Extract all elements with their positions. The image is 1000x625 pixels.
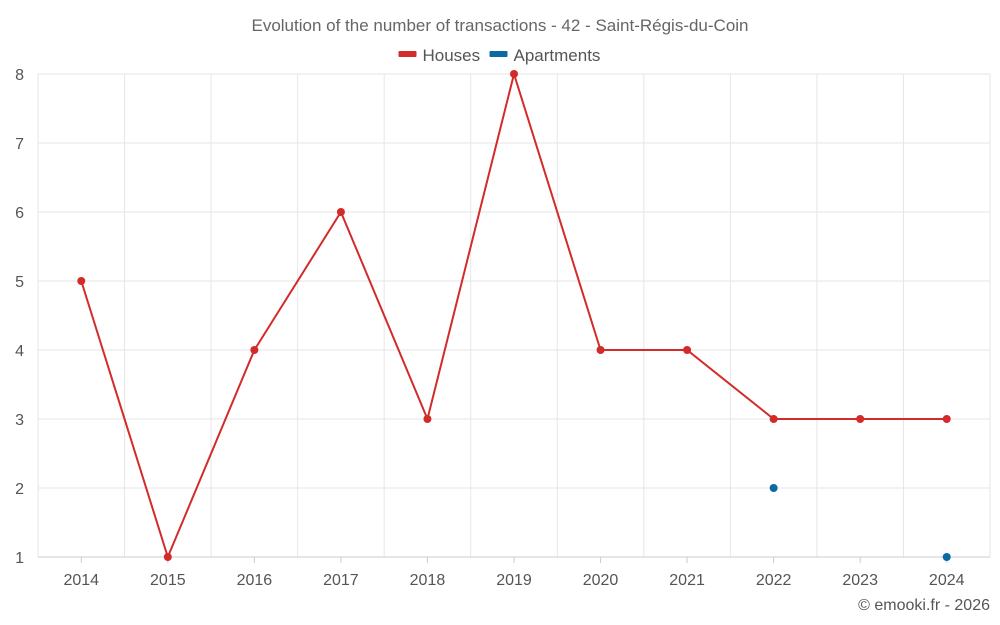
legend[interactable]: Houses Apartments <box>398 46 601 65</box>
data-point-houses-2023[interactable] <box>856 415 865 423</box>
data-point-houses-2016[interactable] <box>250 346 259 354</box>
series <box>77 70 951 561</box>
x-tick-label-2016: 2016 <box>237 572 273 589</box>
data-point-houses-2021[interactable] <box>683 346 692 354</box>
data-point-houses-2015[interactable] <box>163 553 172 561</box>
x-tick-label-2023: 2023 <box>842 572 878 589</box>
y-tick-label-1: 1 <box>15 550 24 567</box>
chart-credit: © emooki.fr - 2026 <box>858 597 990 614</box>
y-tick-label-8: 8 <box>15 67 24 84</box>
legend-swatch-houses <box>398 51 417 57</box>
y-tick-label-6: 6 <box>15 205 24 222</box>
y-tick-label-2: 2 <box>15 481 24 498</box>
data-point-houses-2022[interactable] <box>769 415 778 423</box>
data-point-houses-2019[interactable] <box>510 70 518 78</box>
data-point-houses-2024[interactable] <box>942 415 951 423</box>
axes: 1 2 3 4 5 6 7 8 2014 2015 2016 2017 2018 2019 2020 2021… <box>15 67 990 589</box>
x-tick-label-2018: 2018 <box>410 572 446 589</box>
grid <box>37 73 991 557</box>
x-tick-label-2022: 2022 <box>756 572 792 589</box>
chart-title: Evolution of the number of transactions … <box>251 16 748 35</box>
legend-item-apartments[interactable]: Apartments <box>489 46 601 65</box>
legend-label-apartments: Apartments <box>514 46 601 65</box>
data-point-houses-2020[interactable] <box>596 346 605 354</box>
x-tick-label-2015: 2015 <box>150 572 186 589</box>
y-tick-label-7: 7 <box>15 136 24 153</box>
x-tick-label-2014: 2014 <box>63 572 99 589</box>
legend-swatch-apartments <box>489 51 508 57</box>
data-point-houses-2017[interactable] <box>336 208 345 216</box>
y-tick-label-4: 4 <box>15 343 24 360</box>
data-point-houses-2014[interactable] <box>77 277 86 285</box>
data-point-apartments-2022[interactable] <box>769 484 778 492</box>
data-point-houses-2018[interactable] <box>423 415 432 423</box>
y-tick-label-5: 5 <box>15 274 24 291</box>
x-tick-label-2017: 2017 <box>323 572 359 589</box>
y-tick-label-3: 3 <box>15 412 24 429</box>
x-tick-label-2020: 2020 <box>583 572 619 589</box>
legend-item-houses[interactable]: Houses <box>398 46 481 65</box>
x-tick-label-2021: 2021 <box>669 572 705 589</box>
legend-label-houses: Houses <box>423 46 481 65</box>
data-point-apartments-2024[interactable] <box>942 553 951 561</box>
x-tick-label-2024: 2024 <box>929 572 965 589</box>
x-tick-label-2019: 2019 <box>496 572 532 589</box>
